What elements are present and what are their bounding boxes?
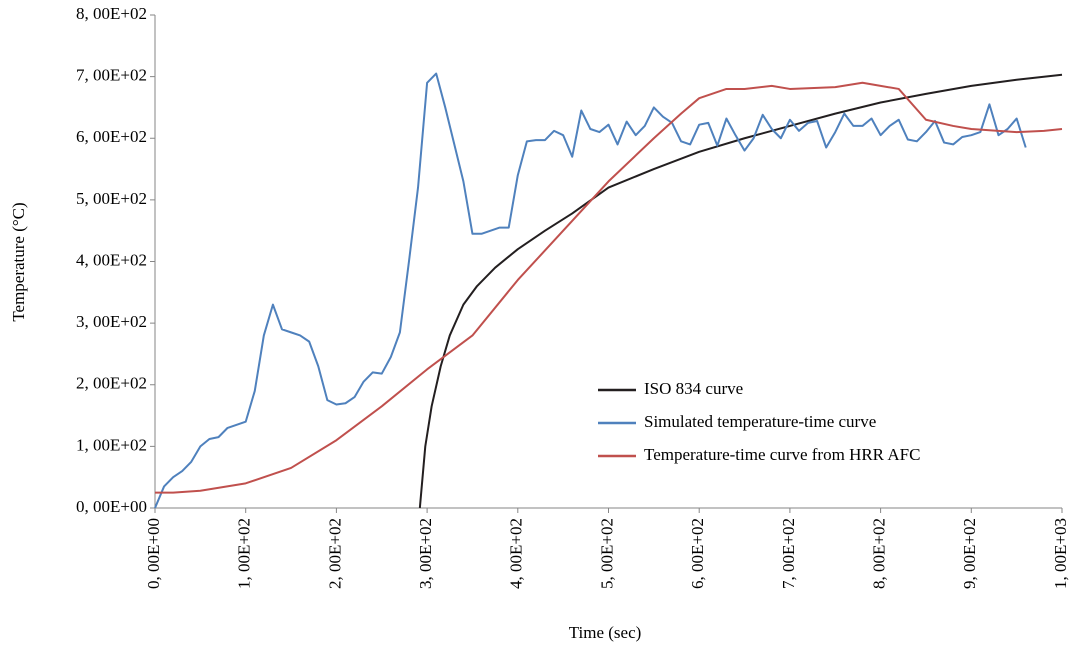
- x-tick-label: 8, 00E+02: [870, 518, 889, 589]
- y-tick-label: 7, 00E+02: [76, 66, 147, 85]
- legend-label: Temperature-time curve from HRR AFC: [644, 445, 920, 464]
- y-axis-label: Temperature (°C): [9, 202, 28, 321]
- x-tick-label: 0, 00E+00: [144, 518, 163, 589]
- y-tick-label: 8, 00E+02: [76, 4, 147, 23]
- x-axis-label: Time (sec): [569, 623, 642, 642]
- x-tick-label: 7, 00E+02: [779, 518, 798, 589]
- x-tick-label: 9, 00E+02: [960, 518, 979, 589]
- y-tick-label: 6, 00E+02: [76, 127, 147, 146]
- line-series: [418, 73, 1063, 509]
- y-tick-label: 1, 00E+02: [76, 435, 147, 454]
- x-tick-label: 3, 00E+02: [416, 518, 435, 589]
- line-series: [154, 72, 1027, 509]
- y-tick-label: 2, 00E+02: [76, 374, 147, 393]
- y-tick-label: 5, 00E+02: [76, 189, 147, 208]
- x-tick-label: 4, 00E+02: [507, 518, 526, 589]
- x-tick-label: 1, 00E+03: [1051, 518, 1070, 589]
- line-series: [155, 81, 1063, 494]
- y-tick-label: 4, 00E+02: [76, 250, 147, 269]
- x-tick-label: 2, 00E+02: [325, 518, 344, 589]
- x-tick-label: 6, 00E+02: [688, 518, 707, 589]
- y-tick-label: 3, 00E+02: [76, 312, 147, 331]
- x-tick-label: 5, 00E+02: [597, 518, 616, 589]
- legend-label: ISO 834 curve: [644, 379, 743, 398]
- x-tick-label: 1, 00E+02: [235, 518, 254, 589]
- legend-label: Simulated temperature-time curve: [644, 412, 876, 431]
- y-tick-label: 0, 00E+00: [76, 497, 147, 516]
